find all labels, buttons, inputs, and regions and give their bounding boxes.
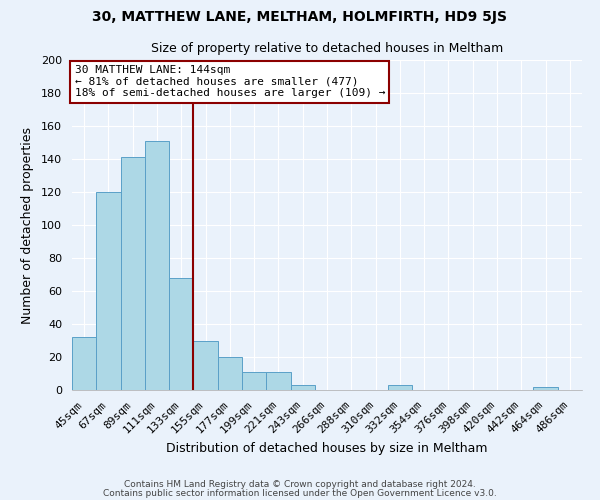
Bar [96,192,121,390]
Bar [266,372,290,390]
Text: 30, MATTHEW LANE, MELTHAM, HOLMFIRTH, HD9 5JS: 30, MATTHEW LANE, MELTHAM, HOLMFIRTH, HD… [92,10,508,24]
Bar [169,278,193,390]
Bar [388,385,412,390]
Bar [193,340,218,390]
Bar [72,337,96,390]
X-axis label: Distribution of detached houses by size in Meltham: Distribution of detached houses by size … [166,442,488,456]
Bar [218,357,242,390]
Bar [290,385,315,390]
Title: Size of property relative to detached houses in Meltham: Size of property relative to detached ho… [151,42,503,54]
Bar [121,158,145,390]
Text: Contains public sector information licensed under the Open Government Licence v3: Contains public sector information licen… [103,488,497,498]
Bar [145,141,169,390]
Text: 30 MATTHEW LANE: 144sqm
← 81% of detached houses are smaller (477)
18% of semi-d: 30 MATTHEW LANE: 144sqm ← 81% of detache… [74,65,385,98]
Text: Contains HM Land Registry data © Crown copyright and database right 2024.: Contains HM Land Registry data © Crown c… [124,480,476,489]
Bar [533,386,558,390]
Y-axis label: Number of detached properties: Number of detached properties [21,126,34,324]
Bar [242,372,266,390]
